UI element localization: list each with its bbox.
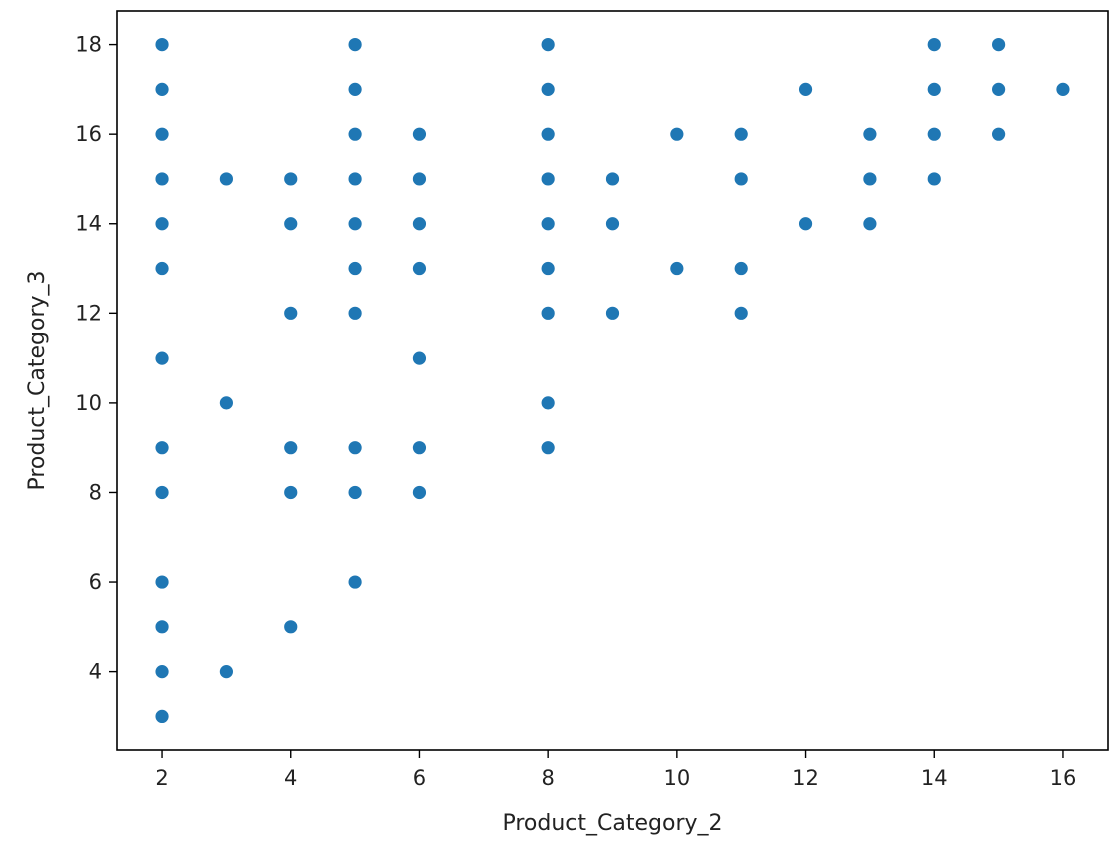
- data-point: [991, 81, 1007, 97]
- data-point: [862, 216, 878, 232]
- y-tick-label: 12: [75, 301, 102, 325]
- data-point: [218, 395, 234, 411]
- data-point: [283, 305, 299, 321]
- data-point: [926, 37, 942, 52]
- x-tick-label: 16: [1050, 766, 1077, 790]
- y-tick-label: 10: [75, 391, 102, 415]
- data-point: [347, 126, 363, 142]
- data-point: [347, 261, 363, 276]
- data-point: [347, 305, 363, 321]
- data-point: [154, 81, 170, 97]
- data-point: [347, 171, 363, 187]
- data-point: [412, 485, 427, 500]
- data-point: [154, 709, 170, 724]
- data-point: [733, 126, 749, 142]
- data-point: [540, 81, 556, 97]
- data-point: [798, 216, 813, 232]
- data-point: [540, 261, 556, 276]
- data-point: [412, 126, 427, 142]
- data-point: [412, 216, 427, 232]
- data-point: [669, 261, 685, 276]
- data-point: [733, 171, 749, 187]
- y-tick-label: 4: [89, 660, 102, 684]
- data-point: [154, 126, 170, 142]
- x-tick-label: 8: [541, 766, 554, 790]
- data-point: [283, 216, 299, 232]
- data-point: [154, 664, 170, 680]
- data-point: [540, 440, 556, 456]
- y-tick-label: 18: [75, 33, 102, 57]
- data-point: [862, 171, 878, 187]
- data-point: [798, 81, 813, 97]
- y-tick-label: 8: [89, 480, 102, 504]
- plot-frame: [116, 10, 1109, 751]
- y-tick-label: 16: [75, 122, 102, 146]
- data-point: [540, 171, 556, 187]
- data-point: [733, 261, 749, 276]
- data-point: [154, 574, 170, 590]
- data-point: [218, 171, 234, 187]
- data-point: [862, 126, 878, 142]
- data-point: [347, 574, 363, 590]
- y-axis-ticks: 4 6 8 10 12 14 16 18: [75, 33, 117, 684]
- data-point: [154, 261, 170, 276]
- data-point: [605, 171, 620, 187]
- x-tick-label: 6: [413, 766, 426, 790]
- data-point: [218, 664, 234, 680]
- x-axis-label: Product_Category_2: [502, 811, 722, 836]
- data-point: [154, 350, 170, 366]
- data-point: [283, 485, 299, 500]
- data-point: [283, 440, 299, 456]
- data-point: [926, 171, 942, 187]
- data-point: [347, 216, 363, 232]
- y-tick-label: 14: [75, 212, 102, 236]
- data-point: [733, 305, 749, 321]
- data-point: [540, 37, 556, 52]
- data-point: [347, 485, 363, 500]
- data-point: [540, 126, 556, 142]
- x-axis-ticks: 2 4 6 8 10 12 14 16: [155, 750, 1076, 790]
- data-point: [347, 440, 363, 456]
- data-point: [347, 37, 363, 52]
- data-point: [412, 440, 427, 456]
- data-point: [154, 619, 170, 635]
- data-point: [540, 216, 556, 232]
- data-point: [154, 216, 170, 232]
- x-tick-label: 4: [284, 766, 297, 790]
- x-tick-label: 12: [792, 766, 819, 790]
- data-point: [540, 305, 556, 321]
- data-point: [926, 81, 942, 97]
- x-tick-label: 14: [921, 766, 948, 790]
- data-point: [283, 619, 299, 635]
- data-point: [1055, 81, 1071, 97]
- data-point: [991, 126, 1007, 142]
- y-axis-label: Product_Category_3: [25, 270, 50, 490]
- data-point: [540, 395, 556, 411]
- data-point: [412, 350, 427, 366]
- data-point: [154, 485, 170, 500]
- data-point: [412, 171, 427, 187]
- scatter-points: [154, 37, 1071, 724]
- x-tick-label: 10: [663, 766, 690, 790]
- data-point: [283, 171, 299, 187]
- data-point: [154, 171, 170, 187]
- data-point: [154, 440, 170, 456]
- data-point: [605, 216, 620, 232]
- y-tick-label: 6: [89, 570, 102, 594]
- data-point: [412, 261, 427, 276]
- data-point: [991, 37, 1007, 52]
- data-point: [605, 305, 620, 321]
- data-point: [669, 126, 685, 142]
- x-tick-label: 2: [155, 766, 168, 790]
- data-point: [347, 81, 363, 97]
- data-point: [154, 37, 170, 52]
- data-point: [926, 126, 942, 142]
